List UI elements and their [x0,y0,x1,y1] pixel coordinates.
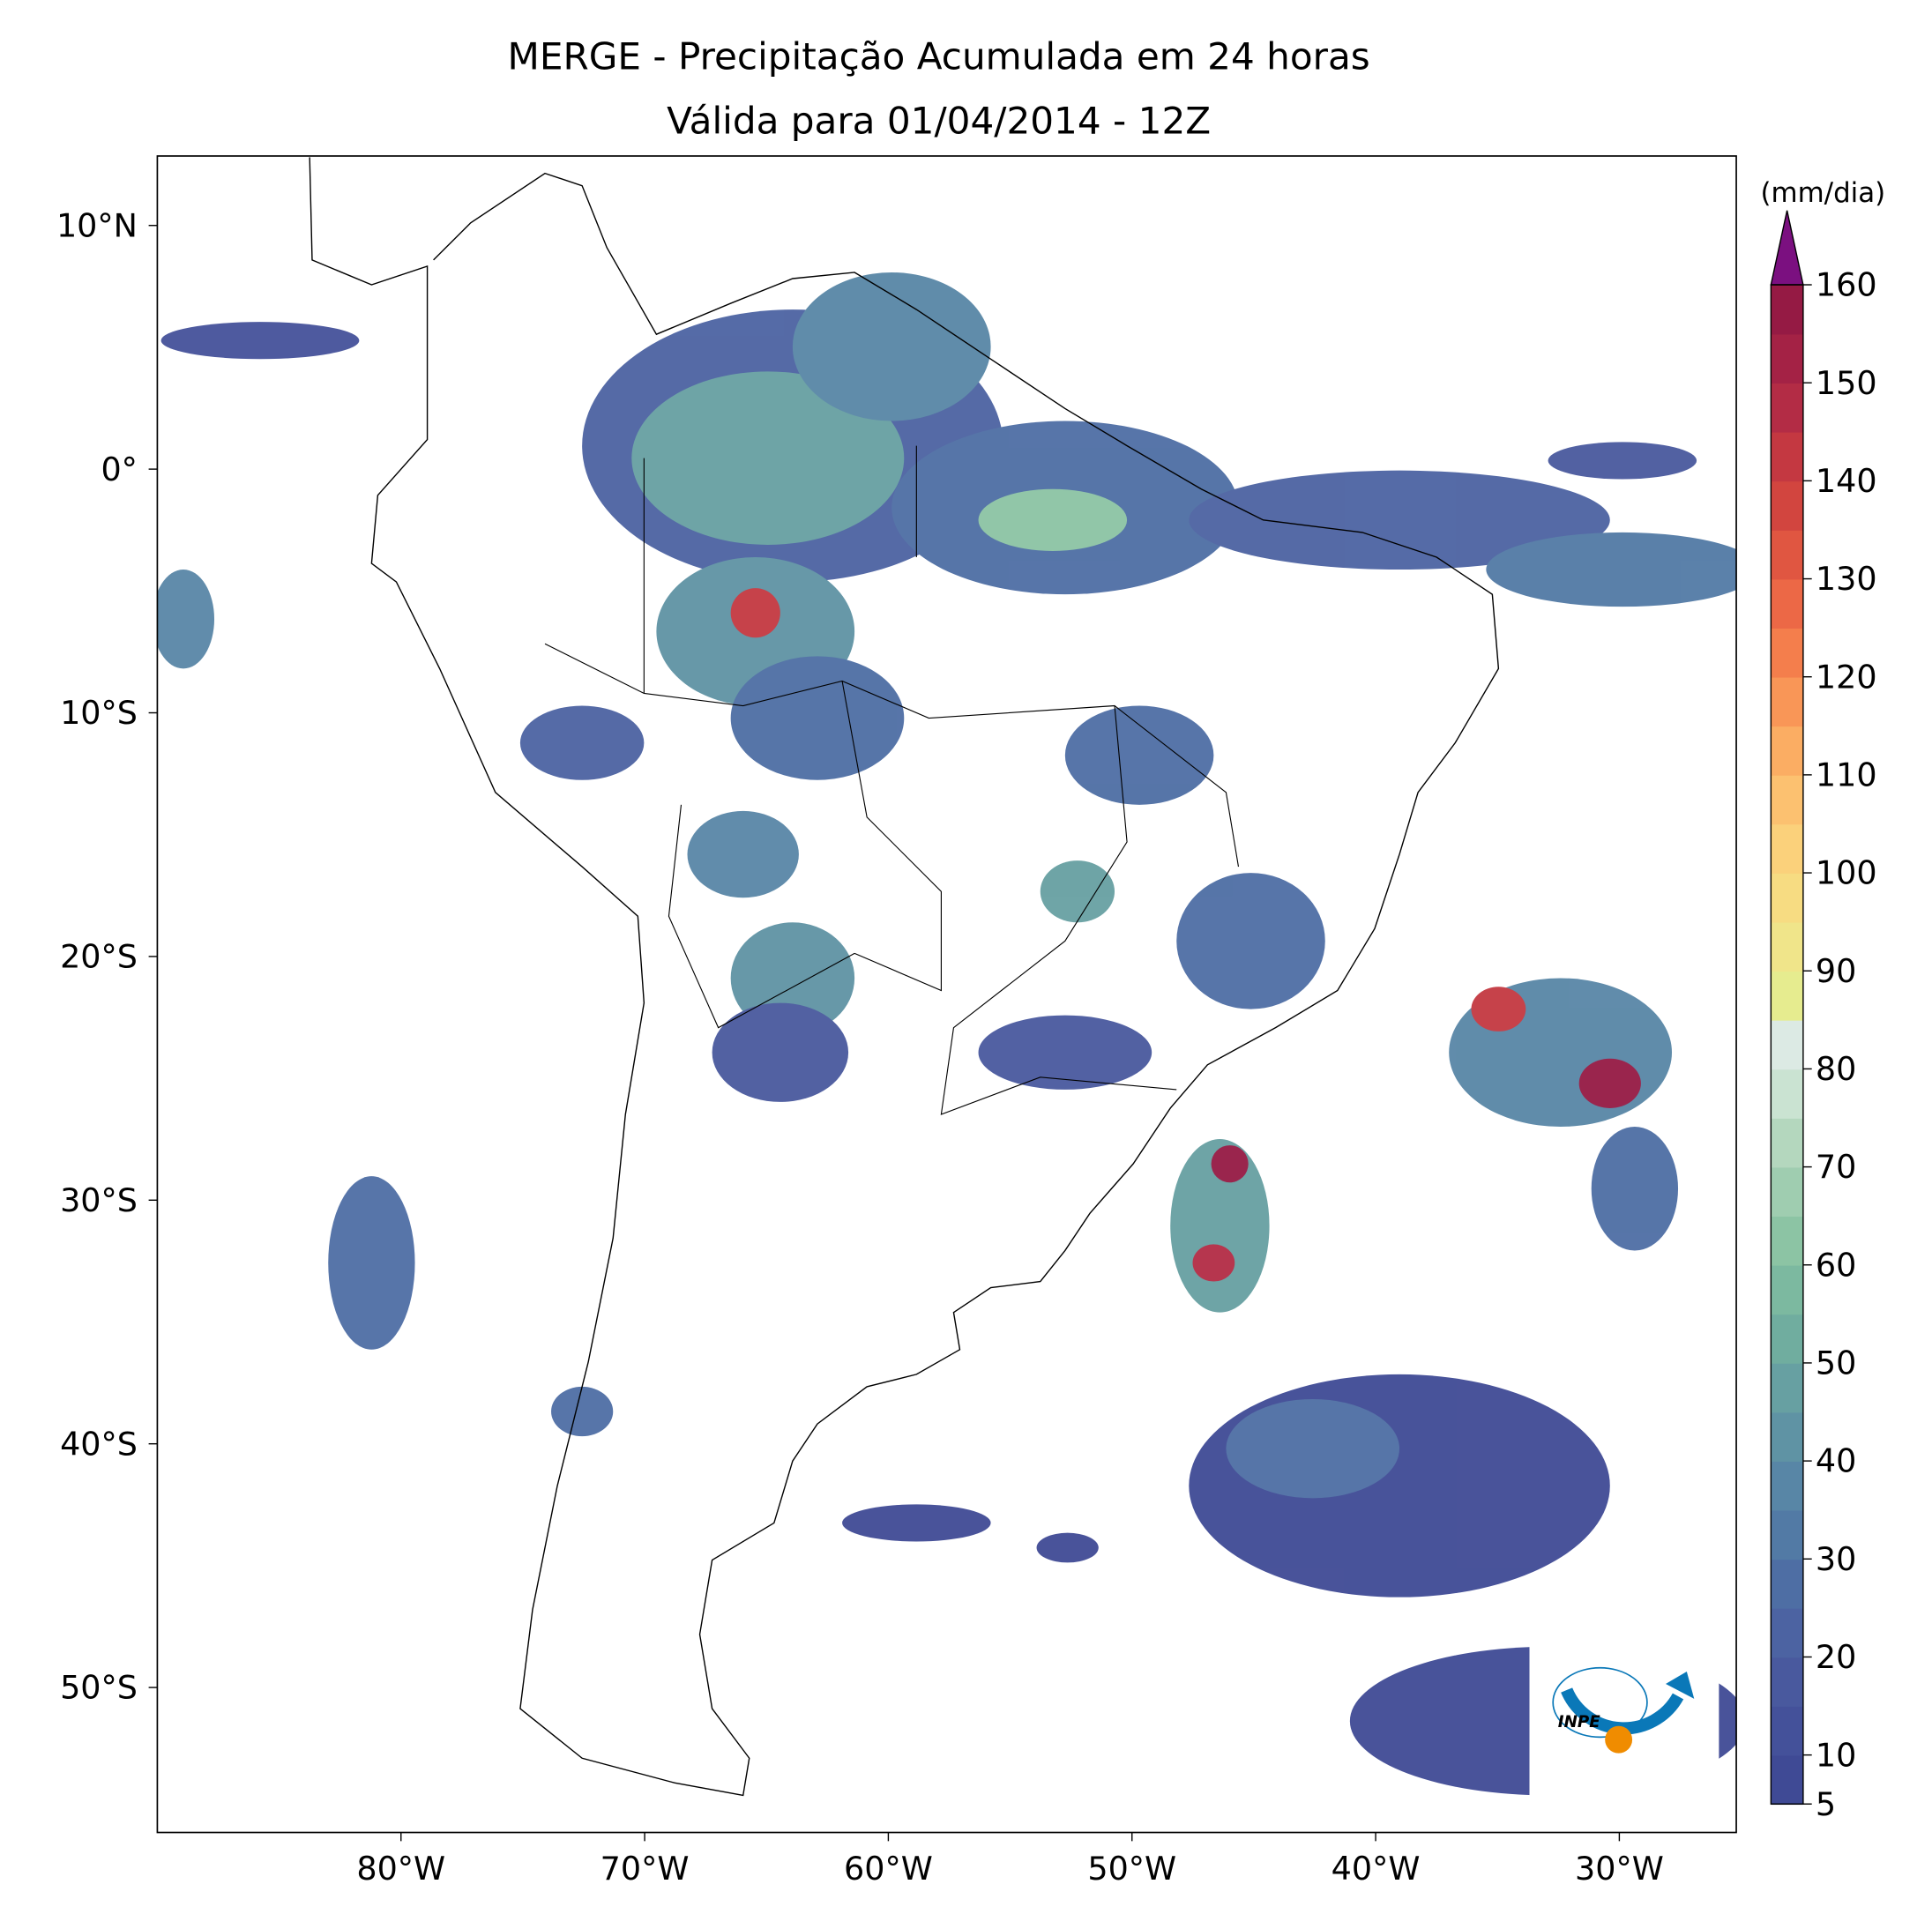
colorbar-segment [1771,480,1803,531]
colorbar-tick-label: 10 [1816,1736,1856,1774]
x-tick-label: 70°W [600,1850,690,1888]
plot-area: INPE [156,155,1737,1834]
colorbar-tick-label: 50 [1816,1344,1856,1382]
x-tick-label: 60°W [844,1850,933,1888]
title: MERGE - Precipitação Acumulada em 24 hor… [507,35,1369,78]
x-tick-label: 40°W [1332,1850,1421,1888]
colorbar-tick-label: 110 [1816,756,1877,794]
colorbar-segment [1771,774,1803,825]
colorbar-tick-label: 80 [1816,1050,1856,1088]
y-tick-label: 10°S [60,694,138,732]
colorbar-segment [1771,1559,1803,1609]
colorbar-tick-label: 90 [1816,952,1856,990]
colorbar-tick-label: 130 [1816,560,1877,598]
colorbar-segment [1771,529,1803,580]
logo-text: INPE [1558,1713,1600,1732]
colorbar-tick-label: 120 [1816,658,1877,696]
colorbar-tick-label: 160 [1816,266,1877,304]
colorbar-tick-label: 30 [1816,1540,1856,1578]
colorbar-segment [1771,1657,1803,1707]
colorbar-segment [1771,676,1803,727]
colorbar-segment [1771,873,1803,923]
colorbar-segment [1771,823,1803,874]
colorbar-tick-label: 5 [1816,1785,1836,1823]
colorbar-segment [1771,1461,1803,1511]
y-tick-label: 0° [101,451,137,488]
colorbar-segment [1771,285,1803,335]
colorbar-segment [1771,1166,1803,1218]
colorbar-segment [1771,1411,1803,1462]
colorbar-segment [1771,431,1803,482]
colorbar-segment [1771,1607,1803,1658]
colorbar-segment [1771,726,1803,776]
x-tick-label: 80°W [356,1850,445,1888]
colorbar-segment [1771,1509,1803,1560]
logo: INPE [1529,1624,1719,1811]
y-tick-label: 20°S [60,938,138,976]
colorbar-tick-label: 140 [1816,462,1877,500]
colorbar-tick-label: 20 [1816,1638,1856,1676]
colorbar-tick-label: 100 [1816,854,1877,892]
subtitle: Válida para 01/04/2014 - 12Z [667,100,1211,143]
y-tick-label: 50°S [60,1669,138,1707]
colorbar-segment [1771,628,1803,678]
y-tick-label: 10°N [56,206,138,244]
colorbar-segment [1771,1069,1803,1119]
colorbar-tick-label: 40 [1816,1442,1856,1480]
colorbar-segment [1771,383,1803,433]
y-tick-label: 40°S [60,1425,138,1463]
colorbar-segment [1771,578,1803,629]
colorbar-segment [1771,921,1803,972]
colorbar-tick-label: 60 [1816,1246,1856,1284]
colorbar-segment [1771,1264,1803,1315]
colorbar-tick-label: 150 [1816,364,1877,402]
precipitation-field [157,157,1737,1797]
colorbar-segment [1771,333,1803,384]
colorbar: (mm/dia) [1760,177,1885,209]
y-tick-label: 30°S [60,1181,138,1219]
colorbar-segment [1771,1706,1803,1756]
colorbar-frame [1770,284,1804,1805]
colorbar-segment [1771,1754,1803,1806]
colorbar-segment [1771,1019,1803,1070]
colorbar-segment [1771,971,1803,1021]
colorbar-extend [1770,210,1804,286]
x-tick-label: 30°W [1575,1850,1664,1888]
x-tick-label: 50°W [1087,1850,1176,1888]
colorbar-label: (mm/dia) [1760,177,1885,209]
colorbar-tick-label: 70 [1816,1148,1856,1186]
colorbar-segment [1771,1117,1803,1168]
colorbar-segment [1771,1216,1803,1266]
colorbar-segment [1771,1362,1803,1413]
colorbar-segment [1771,1314,1803,1364]
